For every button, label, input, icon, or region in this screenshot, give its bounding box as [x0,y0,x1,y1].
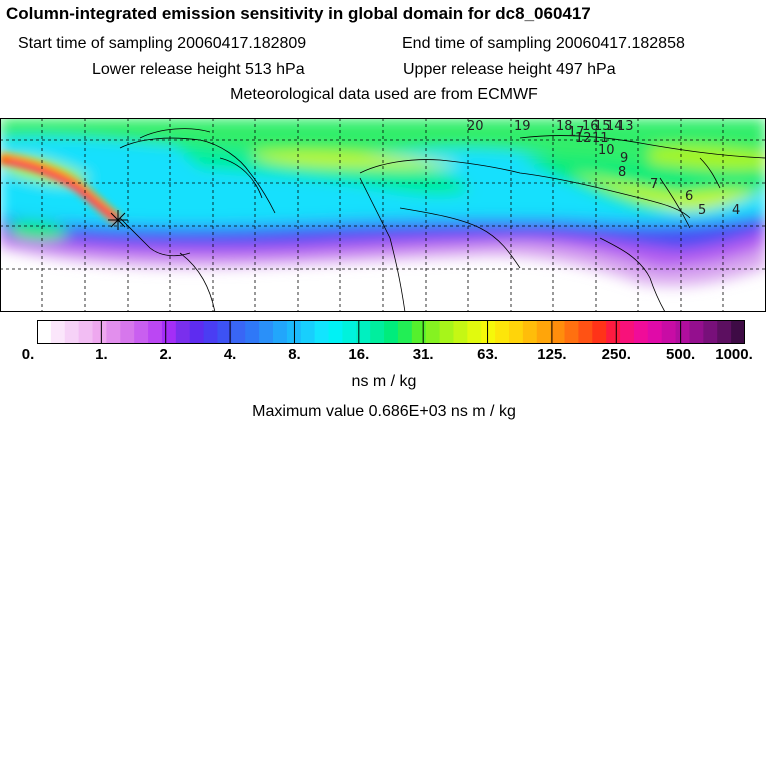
colorbar-swatch [328,320,344,344]
graticule [0,118,766,312]
colorbar-swatch [661,320,677,344]
colorbar-swatch [550,320,566,344]
trajectory-label: 16 [582,119,599,134]
colorbar-swatch [703,320,718,344]
colorbar-tick-label: 0. [21,346,35,363]
colorbar-swatch [606,320,621,344]
trajectory-label: 7 [650,177,658,192]
colorbar-tick-label: 1. [95,346,108,363]
colorbar-swatch [356,320,371,344]
trajectory-label: 14 [606,119,623,134]
colorbar-swatch [578,320,593,344]
trajectory-label: 17 [568,125,585,140]
colorbar-swatch [78,320,94,344]
colorbar-swatch [50,320,66,344]
colorbar-swatch [134,320,149,344]
colorbar-swatch [633,320,649,344]
trajectory-label: 4 [732,203,740,218]
colorbar-swatch [717,320,732,344]
colorbar-tick-label: 125. [537,346,567,363]
colorbar-swatch [564,320,580,344]
colorbar-swatch [647,320,663,344]
meteorological-data-text: Meteorological data used are from ECMWF [230,86,538,103]
trajectory-label: 15 [594,119,611,134]
colorbar-swatch [384,320,399,344]
colorbar-swatch [425,320,441,344]
colorbar-tick-label: 16. [348,346,370,363]
trajectory-label: 5 [698,203,706,218]
colorbar-svg [36,320,746,344]
lower-release-height-text: Lower release height 513 hPa [92,61,305,78]
colorbar-tick-label: 1000. [715,346,753,363]
colorbar-swatch [217,320,232,344]
trajectory-label: 13 [617,119,634,134]
trajectory-label: 12 [575,131,592,146]
colorbar-tick-label: 63. [477,346,498,363]
colorbar-swatch [342,320,357,344]
colorbar-swatch [203,320,219,344]
release-site-marker [108,210,128,230]
colorbar-swatch [37,320,52,344]
colorbar-swatch [397,320,413,344]
colorbar-swatch [231,320,246,344]
colorbar-swatch [273,320,288,344]
trajectory-label: 9 [620,151,628,166]
colorbar-swatch [439,320,455,344]
colorbar-swatch [189,320,205,344]
colorbar-tick-label: 8. [288,346,301,363]
trajectory-label: 20 [467,119,484,134]
colorbar-swatch [675,320,691,344]
colorbar [36,320,746,344]
upper-release-height-text: Upper release height 497 hPa [403,61,616,78]
colorbar-tick-label: 31. [412,346,434,363]
colorbar-swatch [175,320,191,344]
colorbar-swatch [64,320,80,344]
colorbar-swatch [620,320,635,344]
trajectory-label: 10 [598,143,615,158]
colorbar-tick-label: 500. [666,346,696,363]
colorbar-swatch [148,320,163,344]
colorbar-swatch [106,320,121,344]
colorbar-swatch [689,320,704,344]
trajectory-label: 11 [592,131,609,146]
colorbar-swatch [522,320,538,344]
trajectory-core [0,152,122,225]
sampling-end-text: End time of sampling 20060417.182858 [402,35,685,52]
sensitivity-map: 20 19 18 17 16 15 14 13 12 11 10 9 8 7 6 5 4 [0,118,766,312]
maximum-value-text: Maximum value 0.686E+03 ns m / kg [252,403,516,420]
colorbar-tick-label: 2. [159,346,172,363]
sampling-start-text: Start time of sampling 20060417.182809 [18,35,307,52]
colorbar-swatch [314,320,330,344]
colorbar-frame [37,320,745,344]
trajectory-label: 6 [685,189,693,204]
colorbar-units: ns m / kg [351,373,417,390]
colorbar-swatch [495,320,510,344]
colorbar-swatch [536,320,552,344]
colorbar-swatch [731,320,746,344]
colorbar-swatch [120,320,135,344]
colorbar-swatch [509,320,524,344]
colorbar-swatch [92,320,108,344]
figure-title: Column-integrated emission sensitivity i… [6,4,591,23]
colorbar-swatch [259,320,274,344]
colorbar-tick-label: 250. [601,346,631,363]
colorbar-swatch [370,320,385,344]
colorbar-tick-label: 4. [223,346,237,363]
trajectory-label: 19 [514,119,531,134]
coastlines [119,128,766,312]
trajectory-label: 8 [618,165,626,180]
colorbar-swatch [245,320,260,344]
sensitivity-field [0,118,766,286]
colorbar-swatch [161,320,177,344]
colorbar-swatch [481,320,496,344]
colorbar-swatch [453,320,468,344]
colorbar-swatch [467,320,482,344]
map-frame [0,118,766,312]
trajectory-label: 18 [556,119,573,134]
colorbar-swatch [411,320,427,344]
colorbar-swatch [592,320,607,344]
colorbar-swatch [300,320,316,344]
